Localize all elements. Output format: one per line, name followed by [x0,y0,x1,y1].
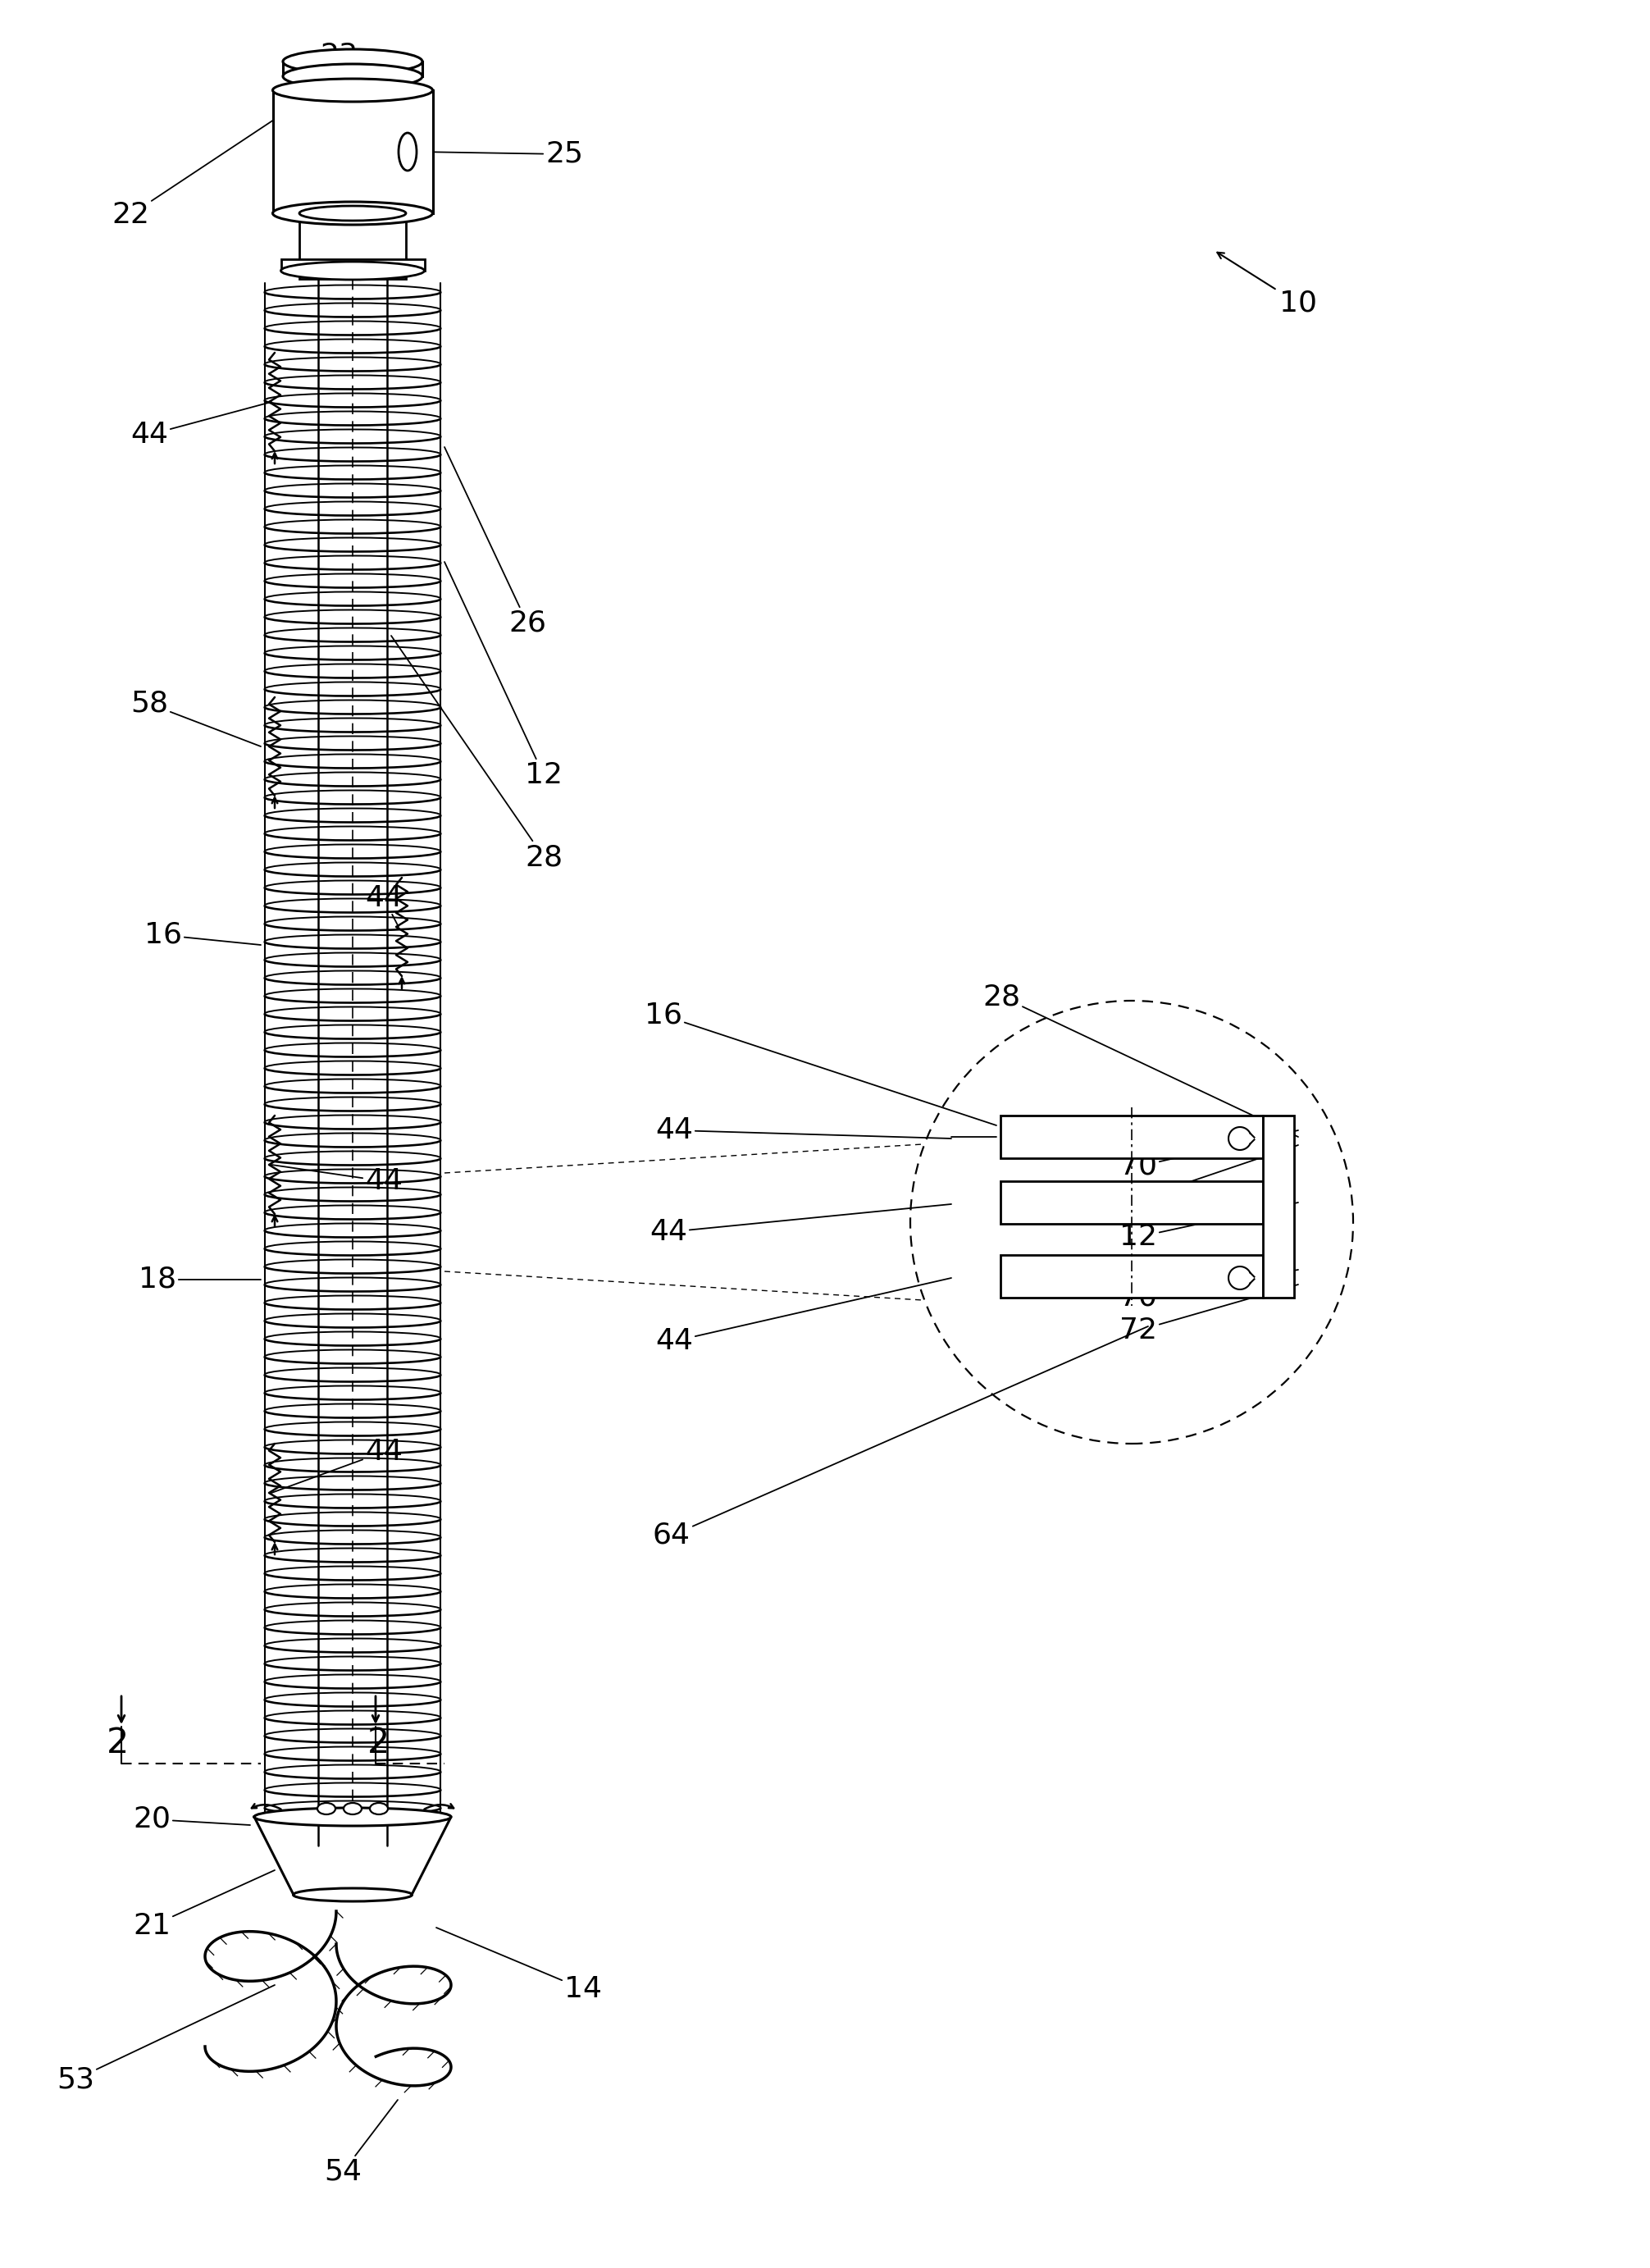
Text: 58: 58 [130,689,261,746]
Bar [1000,1116,1262,1159]
Text: 25: 25 [417,141,582,168]
Bar [299,213,406,279]
Ellipse shape [343,1803,361,1814]
Ellipse shape [399,134,416,170]
Text: 16: 16 [144,921,261,948]
Bar [1000,1182,1262,1225]
Ellipse shape [280,261,424,279]
Text: 44: 44 [272,1166,403,1195]
Text: 2: 2 [107,1726,129,1760]
Text: 28: 28 [391,635,563,871]
Text: 53: 53 [56,1984,276,2093]
Text: 10: 10 [1218,252,1317,318]
Ellipse shape [272,202,432,225]
Text: 72: 72 [1119,1284,1299,1345]
Polygon shape [254,1817,450,1894]
Text: 20: 20 [134,1805,251,1833]
Ellipse shape [317,1803,335,1814]
Bar [274,91,432,213]
Text: 44: 44 [272,1438,403,1492]
Ellipse shape [299,206,406,220]
Text: 20: 20 [376,1808,416,1857]
Bar [1000,1254,1262,1297]
Text: 44: 44 [130,401,272,449]
Bar [1262,1116,1294,1297]
Text: 18: 18 [139,1266,261,1293]
Ellipse shape [254,1808,450,1826]
Text: 44: 44 [650,1204,952,1245]
Ellipse shape [370,1803,388,1814]
Text: 54: 54 [323,2100,398,2186]
Text: 12: 12 [1119,1202,1299,1252]
Ellipse shape [294,1889,412,1901]
Text: 70: 70 [1119,1129,1299,1179]
Ellipse shape [272,79,432,102]
Text: 12: 12 [444,562,563,789]
Bar [282,61,422,77]
Bar [280,259,424,270]
Text: 21: 21 [134,1871,276,1939]
Ellipse shape [282,64,422,88]
Text: 22: 22 [112,116,280,229]
Text: 28: 28 [982,982,1299,1136]
Text: 72: 72 [1119,1145,1299,1213]
Text: 14: 14 [436,1928,602,2003]
Text: 44: 44 [365,885,403,928]
Text: 70: 70 [1119,1270,1299,1311]
Text: 44: 44 [655,1116,952,1145]
Ellipse shape [282,50,422,75]
Text: 44: 44 [655,1277,952,1354]
Text: 16: 16 [645,1002,997,1125]
Text: 23: 23 [320,41,373,70]
Text: 26: 26 [444,447,546,637]
Text: 2: 2 [368,1726,389,1760]
Text: 64: 64 [653,1327,1148,1549]
